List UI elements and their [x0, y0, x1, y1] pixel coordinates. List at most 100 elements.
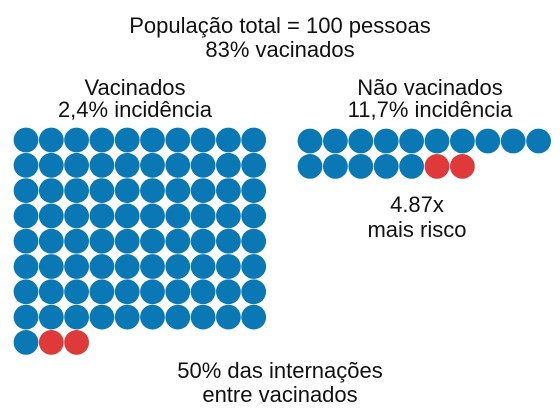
unvaccinated-person-dot: [475, 128, 501, 154]
vaccinated-person-dot: [64, 152, 89, 178]
vaccinated-person-dot: [13, 228, 39, 254]
unvaccinated-person-dot: [297, 154, 323, 179]
vaccinated-person-dot: [241, 127, 267, 153]
vaccinated-person-dot: [190, 203, 216, 229]
vaccinated-person-dot: [190, 228, 216, 254]
vaccinated-person-dot: [114, 127, 140, 153]
vaccinated-person-dot: [216, 178, 241, 204]
vaccinated-person-dot: [13, 304, 39, 330]
unvaccinated-person-dot: [323, 154, 348, 179]
vaccinated-person-dot: [89, 228, 115, 254]
footer-line1: 50% das internações: [177, 358, 383, 383]
unvaccinated-person-dot: [323, 128, 348, 154]
vaccinated-person-dot: [241, 203, 267, 229]
unvaccinated-person-dot: [348, 154, 374, 179]
header-title: População total = 100 pessoas: [129, 13, 431, 38]
vaccinated-person-dot: [216, 203, 241, 229]
vaccinated-dot-group: [13, 127, 267, 355]
vaccinated-person-dot: [114, 203, 140, 229]
vaccinated-hospitalized-dot: [38, 330, 64, 355]
unvaccinated-hospitalized-dot: [450, 154, 475, 179]
vaccinated-person-dot: [140, 304, 165, 330]
vaccinated-person-dot: [165, 178, 191, 204]
vaccinated-person-dot: [114, 178, 140, 204]
vaccinated-person-dot: [114, 228, 140, 254]
unvaccinated-person-dot: [297, 128, 323, 154]
unvaccinated-person-dot: [399, 128, 424, 154]
unvaccinated-incidence: 11,7% incidência: [347, 97, 513, 122]
vaccinated-person-dot: [38, 127, 64, 153]
vaccinated-person-dot: [13, 127, 39, 153]
vaccinated-person-dot: [216, 279, 241, 305]
vaccinated-person-dot: [140, 254, 165, 279]
unvaccinated-person-dot: [373, 128, 399, 154]
unvaccinated-person-dot: [450, 128, 475, 154]
vaccinated-person-dot: [165, 152, 191, 178]
vaccinated-person-dot: [190, 127, 216, 153]
unvaccinated-person-dot: [399, 154, 424, 179]
vaccinated-person-dot: [64, 279, 89, 305]
vaccinated-person-dot: [38, 254, 64, 279]
header-subtitle: 83% vacinados: [205, 37, 355, 62]
risk-label: mais risco: [367, 217, 467, 242]
unvaccinated-person-dot: [424, 128, 450, 154]
vaccinated-person-dot: [13, 178, 39, 204]
vaccinated-person-dot: [64, 254, 89, 279]
vaccinated-person-dot: [140, 152, 165, 178]
vaccinated-person-dot: [165, 228, 191, 254]
vaccinated-incidence: 2,4% incidência: [57, 97, 213, 122]
vaccinated-person-dot: [38, 152, 64, 178]
vaccinated-person-dot: [89, 304, 115, 330]
vaccinated-person-dot: [216, 152, 241, 178]
unvaccinated-dot-group: [297, 128, 551, 179]
vaccinated-person-dot: [13, 203, 39, 229]
vaccinated-person-dot: [64, 178, 89, 204]
vaccinated-person-dot: [140, 127, 165, 153]
vaccinated-person-dot: [140, 203, 165, 229]
vaccinated-hospitalized-dot: [64, 330, 89, 355]
vaccinated-person-dot: [190, 178, 216, 204]
vaccinated-title: Vacinados: [84, 75, 186, 100]
vaccinated-person-dot: [38, 178, 64, 204]
vaccinated-person-dot: [241, 279, 267, 305]
vaccinated-person-dot: [165, 203, 191, 229]
vaccinated-person-dot: [13, 279, 39, 305]
vaccinated-person-dot: [241, 152, 267, 178]
vaccinated-person-dot: [13, 254, 39, 279]
vaccinated-person-dot: [13, 330, 39, 355]
vaccinated-person-dot: [165, 279, 191, 305]
vaccinated-person-dot: [64, 203, 89, 229]
vaccinated-person-dot: [114, 279, 140, 305]
vaccinated-person-dot: [216, 304, 241, 330]
vaccinated-person-dot: [38, 203, 64, 229]
vaccinated-person-dot: [216, 228, 241, 254]
vaccinated-person-dot: [89, 203, 115, 229]
vaccinated-person-dot: [190, 254, 216, 279]
vaccinated-person-dot: [38, 304, 64, 330]
unvaccinated-person-dot: [348, 128, 374, 154]
vaccinated-person-dot: [89, 279, 115, 305]
vaccinated-person-dot: [13, 152, 39, 178]
vaccinated-person-dot: [216, 127, 241, 153]
unvaccinated-hospitalized-dot: [424, 154, 450, 179]
vaccinated-person-dot: [165, 127, 191, 153]
vaccinated-person-dot: [165, 304, 191, 330]
vaccinated-person-dot: [64, 304, 89, 330]
vaccinated-person-dot: [241, 304, 267, 330]
vaccinated-person-dot: [190, 279, 216, 305]
vaccinated-person-dot: [140, 178, 165, 204]
vaccinated-person-dot: [89, 127, 115, 153]
vaccinated-person-dot: [38, 228, 64, 254]
vaccinated-person-dot: [241, 178, 267, 204]
vaccinated-person-dot: [241, 254, 267, 279]
vaccinated-person-dot: [89, 178, 115, 204]
unvaccinated-person-dot: [500, 128, 526, 154]
vaccinated-person-dot: [89, 152, 115, 178]
footer-line2: entre vacinados: [202, 382, 358, 407]
vaccinated-person-dot: [114, 304, 140, 330]
unvaccinated-title: Não vacinados: [357, 75, 503, 100]
vaccinated-person-dot: [38, 279, 64, 305]
vaccinated-person-dot: [114, 152, 140, 178]
vaccinated-person-dot: [140, 228, 165, 254]
